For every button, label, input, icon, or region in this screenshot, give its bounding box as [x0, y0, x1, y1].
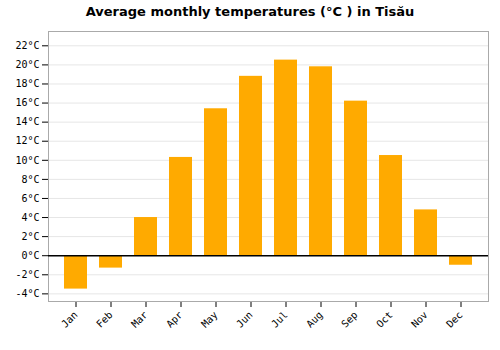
svg-text:Jul: Jul — [269, 309, 290, 330]
svg-text:Nov: Nov — [409, 309, 430, 330]
svg-text:8°C: 8°C — [21, 174, 39, 185]
svg-text:Sep: Sep — [339, 309, 360, 330]
svg-text:Aug: Aug — [304, 309, 325, 330]
svg-text:-2°C: -2°C — [15, 269, 39, 280]
svg-text:Mar: Mar — [129, 309, 150, 330]
svg-text:10°C: 10°C — [15, 154, 39, 165]
svg-text:Oct: Oct — [374, 309, 395, 330]
svg-text:22°C: 22°C — [15, 40, 39, 51]
svg-text:16°C: 16°C — [15, 97, 39, 108]
svg-text:Dec: Dec — [444, 309, 465, 330]
svg-text:18°C: 18°C — [15, 78, 39, 89]
svg-text:Jun: Jun — [234, 309, 255, 330]
svg-text:Jan: Jan — [59, 309, 80, 330]
svg-text:4°C: 4°C — [21, 212, 39, 223]
svg-text:2°C: 2°C — [21, 231, 39, 242]
svg-text:-4°C: -4°C — [15, 288, 39, 299]
svg-text:20°C: 20°C — [15, 59, 39, 70]
html-text:Average monthly temperatures (: Average monthly temperatures (°C ) in Ti… — [85, 4, 415, 19]
svg-text:Feb: Feb — [94, 309, 115, 330]
svg-text:0°C: 0°C — [21, 250, 39, 261]
svg-text:12°C: 12°C — [15, 135, 39, 146]
svg-text:Apr: Apr — [164, 309, 185, 330]
svg-text:6°C: 6°C — [21, 193, 39, 204]
svg-text:May: May — [199, 309, 220, 330]
svg-text:14°C: 14°C — [15, 116, 39, 127]
